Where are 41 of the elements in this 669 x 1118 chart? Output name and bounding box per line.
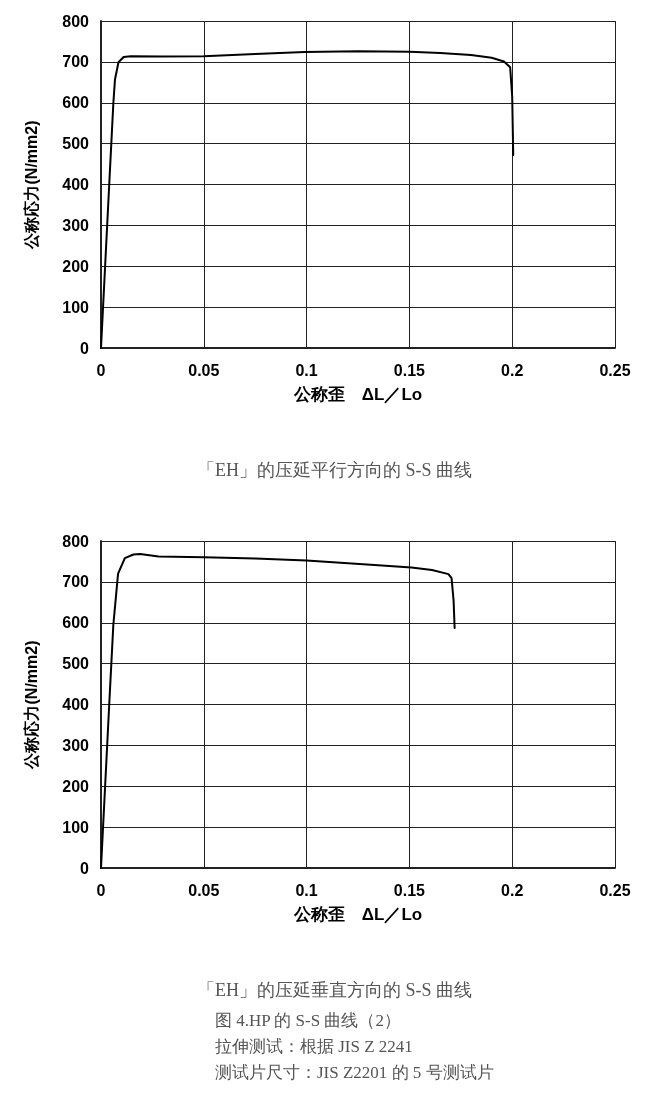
y-tick-label: 300 — [62, 736, 90, 754]
text: 「EH」的压延垂直方向的 S-S 曲线 — [196, 980, 473, 1000]
x-tick-label: 0.05 — [188, 881, 220, 899]
y-tick-label: 700 — [62, 573, 90, 591]
y-tick-label: 200 — [62, 777, 90, 795]
x-tick-label: 0.15 — [393, 881, 426, 899]
x-axis-title: 公称歪 ΔL／Lo — [292, 385, 423, 404]
text: 拉伸测试：根据 JIS Z 2241 — [215, 1036, 414, 1058]
x-tick-label: 0.25 — [599, 361, 631, 379]
y-tick-label: 0 — [80, 339, 90, 357]
x-tick-label: 0.05 — [188, 361, 220, 379]
line-series — [100, 50, 515, 349]
y-tick-label: 0 — [80, 859, 90, 877]
x-tick-label: 0.1 — [295, 881, 318, 899]
y-tick-label: 600 — [62, 94, 90, 112]
line-series — [100, 553, 456, 869]
x-tick-label: 0.25 — [599, 881, 631, 899]
y-tick-label: 600 — [62, 614, 90, 632]
text: 测试片尺寸：JIS Z2201 的 5 号测试片 — [215, 1062, 495, 1084]
caption: 图 4.HP 的 S-S 曲线（2） — [215, 1010, 402, 1032]
x-tick-label: 0 — [96, 361, 106, 379]
y-axis-title: 公称応力(N/mm2) — [21, 120, 40, 250]
y-tick-label: 300 — [62, 216, 90, 234]
y-tick-label: 800 — [62, 532, 90, 550]
y-tick-label: 500 — [62, 655, 90, 673]
x-tick-label: 0.2 — [501, 361, 524, 379]
y-tick-label: 100 — [62, 298, 90, 316]
x-tick-label: 0.2 — [501, 881, 524, 899]
text: 「EH」的压延平行方向的 S-S 曲线 — [196, 460, 473, 480]
y-tick-label: 500 — [62, 135, 90, 153]
y-axis-title: 公称応力(N/mm2) — [21, 640, 40, 770]
y-tick-label: 100 — [62, 818, 90, 836]
x-tick-label: 0.15 — [393, 361, 426, 379]
x-axis-title: 公称歪 ΔL／Lo — [292, 905, 423, 924]
x-tick-label: 0.1 — [295, 361, 318, 379]
y-tick-label: 700 — [62, 53, 90, 71]
y-tick-label: 400 — [62, 696, 90, 713]
x-tick-label: 0 — [96, 881, 106, 899]
y-tick-label: 800 — [62, 12, 90, 30]
y-tick-label: 200 — [62, 257, 90, 275]
y-tick-label: 400 — [62, 176, 90, 193]
